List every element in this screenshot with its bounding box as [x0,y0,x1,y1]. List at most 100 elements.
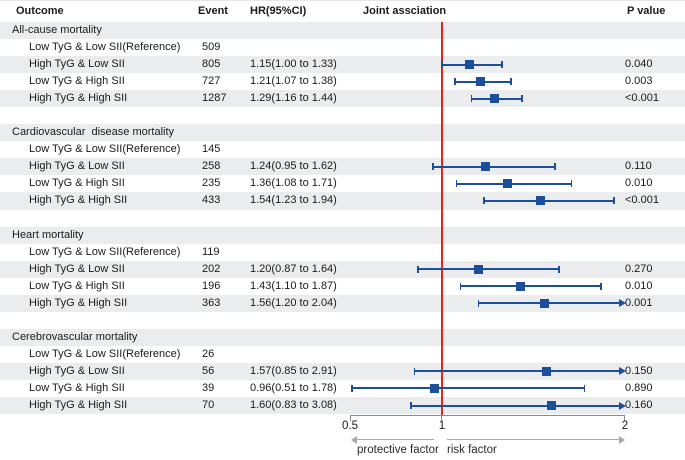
group-header-label: All-cause mortality [12,24,102,36]
ci-upper-cap [570,180,573,188]
p-value: 0.890 [625,381,653,394]
outcome-row: High TyG & Low SII 56 1.57(0.85 to 2.91) 0.… [0,362,685,380]
event-count: 26 [202,347,215,360]
ci-lower-cap [454,78,456,86]
ci-upper-arrow-icon [619,401,626,410]
protective-factor-label: protective factor [357,444,439,456]
event-count: 433 [202,194,221,207]
ci-line [432,165,556,168]
outcome-row: High TyG & High SII 433 1.54(1.23 to 1.94)… [0,192,685,210]
p-value: 0.110 [625,160,652,173]
hr-ci-text: 1.56(1.20 to 2.04) [250,296,337,309]
outcome-row: High TyG & High SII 70 1.60(0.83 to 3.08) 0… [0,397,685,415]
column-header-event: Event [198,5,228,17]
row-label: High TyG & High SII [29,194,128,207]
x-axis-tick-2 [624,415,625,421]
event-count: 1287 [202,92,227,105]
p-value: 0.003 [625,75,653,88]
group-header-row: Heart mortality [0,226,685,244]
ci-lower-cap [470,95,472,103]
ci-line [351,387,585,390]
risk-factor-label: risk factor [447,444,497,456]
group-header-label: Cardiovascular disease mortality [12,126,175,139]
event-count: 235 [202,177,221,190]
column-header-outcome: Outcome [16,5,64,17]
ci-lower-cap [477,299,480,307]
column-header-joint-association: Joint assciation [363,5,447,17]
ci-lower-cap [410,402,412,410]
reference-line [441,22,443,415]
p-value: <0.001 [625,194,659,207]
protective-factor-arrowhead-icon [351,435,357,444]
p-value: 0.040 [625,58,653,71]
event-count: 258 [202,160,221,173]
ci-upper-cap [583,384,586,392]
row-label: Low TyG & High SII [29,75,125,88]
p-value: 0.001 [625,296,653,309]
outcome-row: High TyG & High SII 1287 1.29(1.16 to 1.44… [0,90,685,108]
group-header-label: Heart mortality [12,228,84,241]
hr-ci-text: 1.24(0.95 to 1.62) [250,160,337,173]
group-spacer-row [0,312,685,329]
ci-line [417,268,559,271]
hr-ci-text: 0.96(0.51 to 1.78) [250,381,337,394]
hr-ci-text: 1.57(0.85 to 2.91) [250,364,337,377]
group-header-row: All-cause mortality [0,22,685,40]
point-estimate-marker [541,366,551,376]
row-label: High TyG & Low SII [29,160,125,173]
event-count: 509 [202,41,221,54]
p-value: 0.160 [625,399,653,412]
point-estimate-marker [473,264,483,274]
outcome-row: Low TyG & Low SII(Reference) 509 [0,39,685,56]
p-value: 0.010 [625,279,653,292]
row-label: High TyG & High SII [29,92,128,105]
row-label: High TyG & High SII [29,399,128,412]
column-header-p-value: P value [627,5,666,17]
event-count: 70 [202,399,215,412]
ci-lower-cap [441,61,443,69]
x-axis-tick-label-2: 2 [621,420,629,432]
x-axis-tick-label-1: 1 [438,420,446,432]
ci-line [483,199,614,202]
row-label: Low TyG & Low SII(Reference) [29,245,181,258]
x-axis-tick-label-0_5: 0.5 [342,420,358,432]
row-label: Low TyG & Low SII(Reference) [29,41,181,54]
point-estimate-marker [503,179,513,189]
row-label: Low TyG & High SII [29,177,125,190]
outcome-row: Low TyG & High SII 196 1.43(1.10 to 1.87) 0… [0,278,685,295]
x-axis-line [350,415,625,416]
row-label: Low TyG & Low SII(Reference) [29,347,181,360]
point-estimate-marker [475,77,485,87]
event-count: 727 [202,75,221,88]
ci-line [414,370,619,373]
ci-upper-cap [600,282,602,290]
hr-ci-text: 1.29(1.16 to 1.44) [250,92,337,105]
ci-lower-cap [459,282,461,290]
outcome-row: Low TyG & High SII 235 1.36(1.08 to 1.71) 0… [0,175,685,192]
ci-upper-cap [554,163,556,171]
hr-ci-text: 1.36(1.08 to 1.71) [250,177,337,190]
event-count: 805 [202,58,221,71]
outcome-row: Low TyG & High SII 727 1.21(1.07 to 1.38) 0… [0,73,685,90]
hr-ci-text: 1.20(0.87 to 1.64) [250,262,337,275]
p-value: 0.270 [625,262,653,275]
row-label: Low TyG & High SII [29,279,125,292]
outcome-row: High TyG & Low SII 202 1.20(0.87 to 1.64) 0… [0,260,685,278]
outcome-row: High TyG & High SII 363 1.56(1.20 to 2.04)… [0,294,685,312]
x-axis-tick-1 [441,415,442,421]
hr-ci-text: 1.43(1.10 to 1.87) [250,279,337,292]
ci-lower-cap [455,180,458,188]
p-value: 0.010 [625,177,653,190]
column-header-hr-ci: HR(95%CI) [250,5,307,17]
group-header-label: Cerebrovascular mortality [12,330,138,343]
row-label: High TyG & Low SII [29,262,125,275]
hr-ci-text: 1.15(1.00 to 1.33) [250,58,337,71]
group-spacer-row [0,107,685,124]
ci-line [456,182,572,185]
outcome-row: High TyG & Low SII 805 1.15(1.00 to 1.33) 0… [0,56,685,74]
point-estimate-marker [490,94,500,104]
ci-upper-cap [510,78,512,86]
ci-upper-cap [521,95,523,103]
group-spacer-row [0,210,685,227]
